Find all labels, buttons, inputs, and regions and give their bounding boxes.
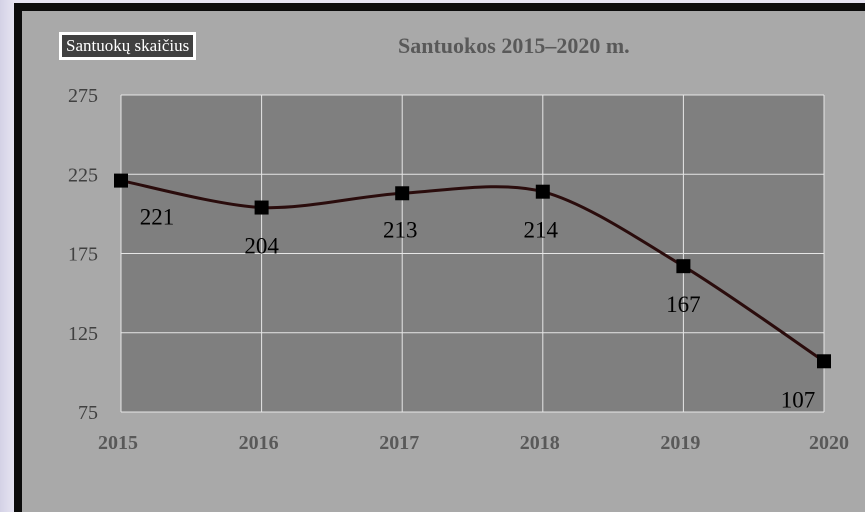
data-label-2018: 214 (524, 218, 559, 243)
data-label-2019: 167 (666, 292, 701, 317)
x-tick-label: 2017 (379, 432, 419, 454)
data-label-2020: 107 (781, 387, 816, 412)
data-point-2017 (395, 186, 410, 201)
data-point-2015 (114, 173, 128, 188)
data-label-2017: 213 (383, 217, 418, 242)
data-label-2015: 221 (140, 205, 175, 230)
data-point-2019 (676, 259, 691, 274)
y-tick-label: 275 (68, 85, 98, 107)
data-point-2018 (535, 184, 550, 199)
data-point-2020 (817, 354, 831, 369)
y-tick-label: 125 (68, 323, 98, 345)
y-tick-label: 225 (68, 164, 98, 186)
y-tick-label: 75 (78, 402, 98, 424)
legend: Santuokų skaičius (59, 32, 197, 60)
x-tick-label: 2015 (98, 432, 138, 454)
chart-title: Santuokos 2015–2020 m. (398, 33, 630, 58)
y-tick-label: 175 (68, 244, 98, 266)
series-line-santuoku-skaicius (120, 179, 825, 363)
x-tick-label: 2020 (809, 432, 849, 454)
legend-entry-santuoku-skaicius: Santuokų skaičius (62, 35, 194, 57)
x-tick-label: 2016 (239, 432, 279, 454)
data-point-2016 (254, 200, 269, 215)
x-tick-label: 2018 (520, 432, 560, 454)
x-tick-label: 2019 (660, 432, 700, 454)
data-label-2016: 204 (244, 234, 279, 259)
